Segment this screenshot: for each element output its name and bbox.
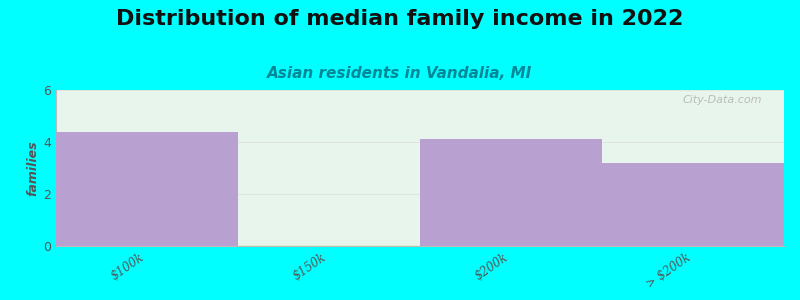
Text: City-Data.com: City-Data.com xyxy=(682,95,762,105)
Y-axis label: families: families xyxy=(26,140,39,196)
Bar xyxy=(56,132,238,246)
Text: Asian residents in Vandalia, MI: Asian residents in Vandalia, MI xyxy=(267,66,533,81)
Bar xyxy=(238,245,420,246)
Text: Distribution of median family income in 2022: Distribution of median family income in … xyxy=(116,9,684,29)
Bar xyxy=(602,163,784,246)
Bar xyxy=(420,140,602,246)
